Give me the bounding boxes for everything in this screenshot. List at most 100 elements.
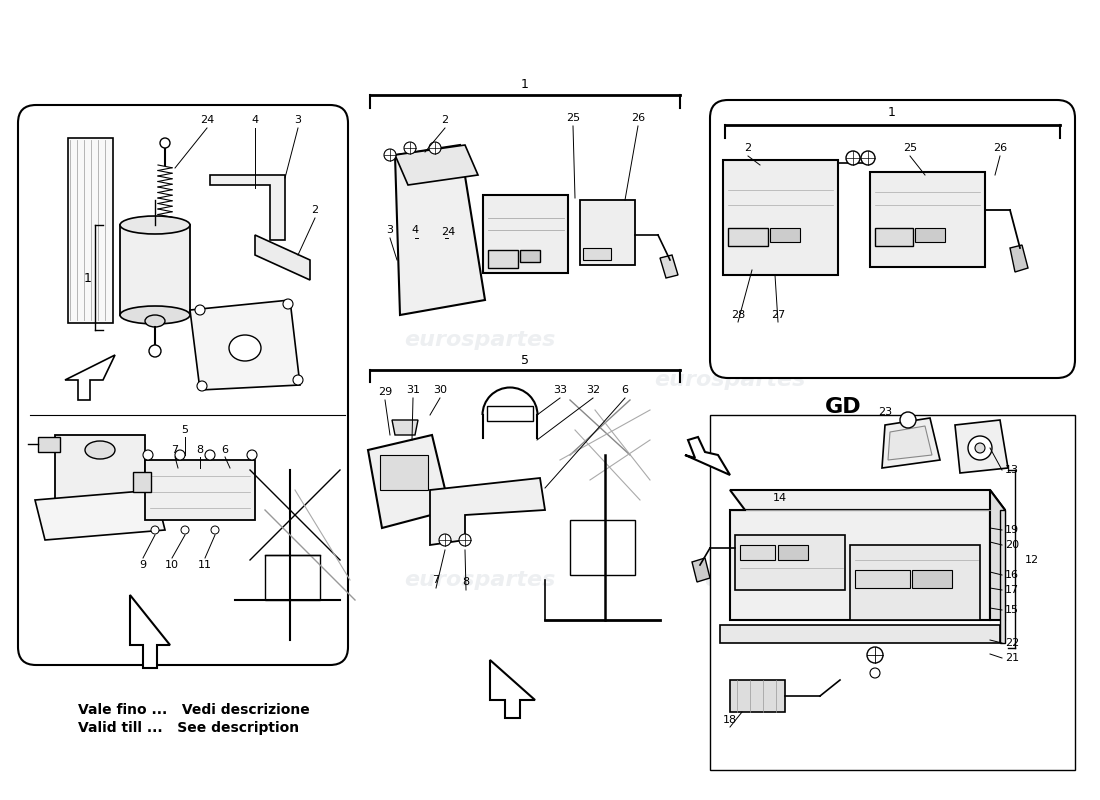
Text: 17: 17 <box>1005 585 1019 595</box>
Bar <box>912 570 952 588</box>
Text: 31: 31 <box>406 385 420 395</box>
Text: 1: 1 <box>521 78 529 91</box>
Circle shape <box>867 647 883 663</box>
Text: 22: 22 <box>1005 638 1020 648</box>
Circle shape <box>283 299 293 309</box>
Text: 1: 1 <box>888 106 895 119</box>
Text: 27: 27 <box>771 310 785 320</box>
Text: 5: 5 <box>521 354 529 366</box>
Text: 1: 1 <box>84 271 92 285</box>
Circle shape <box>975 443 984 453</box>
Bar <box>740 545 776 560</box>
Text: eurospartes: eurospartes <box>114 570 266 590</box>
Bar <box>730 680 785 712</box>
Ellipse shape <box>229 335 261 361</box>
Text: 18: 18 <box>723 715 737 725</box>
Text: 16: 16 <box>1005 570 1019 580</box>
Text: 3: 3 <box>295 115 301 125</box>
Text: Valid till ...   See description: Valid till ... See description <box>78 721 299 735</box>
Circle shape <box>211 526 219 534</box>
FancyBboxPatch shape <box>18 105 348 665</box>
Bar <box>870 172 984 267</box>
Text: 25: 25 <box>903 143 917 153</box>
Circle shape <box>160 138 170 148</box>
Bar <box>55 435 145 510</box>
Ellipse shape <box>85 441 116 459</box>
Ellipse shape <box>120 216 190 234</box>
Bar <box>778 545 808 560</box>
Text: 7: 7 <box>432 575 440 585</box>
Text: 24: 24 <box>200 115 214 125</box>
Polygon shape <box>685 437 730 475</box>
Text: 4: 4 <box>411 225 419 235</box>
Polygon shape <box>882 418 940 468</box>
Circle shape <box>197 381 207 391</box>
Circle shape <box>459 534 471 546</box>
Polygon shape <box>888 426 932 460</box>
Bar <box>855 570 910 588</box>
Polygon shape <box>395 145 478 185</box>
FancyBboxPatch shape <box>710 100 1075 378</box>
Text: 4: 4 <box>252 115 258 125</box>
Polygon shape <box>395 145 485 315</box>
Polygon shape <box>35 490 165 540</box>
Circle shape <box>968 436 992 460</box>
Text: 33: 33 <box>553 385 566 395</box>
Circle shape <box>861 151 875 165</box>
Polygon shape <box>990 490 1005 620</box>
Bar <box>570 520 635 575</box>
Polygon shape <box>730 490 1005 510</box>
Text: 11: 11 <box>198 560 212 570</box>
Text: eurospartes: eurospartes <box>114 330 266 350</box>
Polygon shape <box>955 420 1008 473</box>
Polygon shape <box>392 420 418 435</box>
Text: 32: 32 <box>586 385 601 395</box>
Circle shape <box>143 450 153 460</box>
Text: 26: 26 <box>631 113 645 123</box>
Bar <box>583 248 610 260</box>
Circle shape <box>439 534 451 546</box>
Polygon shape <box>255 235 310 280</box>
Bar <box>728 228 768 246</box>
Bar <box>874 228 913 246</box>
Bar <box>770 228 800 242</box>
Text: Vale fino ...   Vedi descrizione: Vale fino ... Vedi descrizione <box>78 703 310 717</box>
Text: 2: 2 <box>311 205 319 215</box>
Bar <box>68 138 113 323</box>
Polygon shape <box>430 478 544 545</box>
Polygon shape <box>130 595 170 668</box>
Bar <box>915 228 945 242</box>
Text: 13: 13 <box>1005 465 1019 475</box>
Text: 8: 8 <box>462 577 470 587</box>
Ellipse shape <box>120 306 190 324</box>
Text: 3: 3 <box>386 225 394 235</box>
Bar <box>487 406 534 421</box>
Bar <box>483 195 568 273</box>
Text: 12: 12 <box>1025 555 1040 565</box>
Text: 23: 23 <box>878 407 892 417</box>
Text: 19: 19 <box>1005 525 1019 535</box>
Bar <box>723 160 838 275</box>
Text: 28: 28 <box>730 310 745 320</box>
Text: 20: 20 <box>1005 540 1019 550</box>
Bar <box>730 510 990 620</box>
Text: eurospartes: eurospartes <box>405 330 556 350</box>
Text: 30: 30 <box>433 385 447 395</box>
Polygon shape <box>65 355 116 400</box>
Text: eurospartes: eurospartes <box>704 570 856 590</box>
Text: 6: 6 <box>621 385 628 395</box>
Text: 2: 2 <box>745 143 751 153</box>
Text: 26: 26 <box>993 143 1008 153</box>
Text: eurospartes: eurospartes <box>405 570 556 590</box>
Bar <box>520 250 540 262</box>
Polygon shape <box>368 435 450 528</box>
Text: 6: 6 <box>221 445 229 455</box>
Bar <box>850 545 980 620</box>
Bar <box>265 555 320 600</box>
Circle shape <box>148 345 161 357</box>
Circle shape <box>205 450 214 460</box>
Text: 25: 25 <box>565 113 580 123</box>
Circle shape <box>429 142 441 154</box>
Circle shape <box>248 450 257 460</box>
Polygon shape <box>1000 510 1005 643</box>
